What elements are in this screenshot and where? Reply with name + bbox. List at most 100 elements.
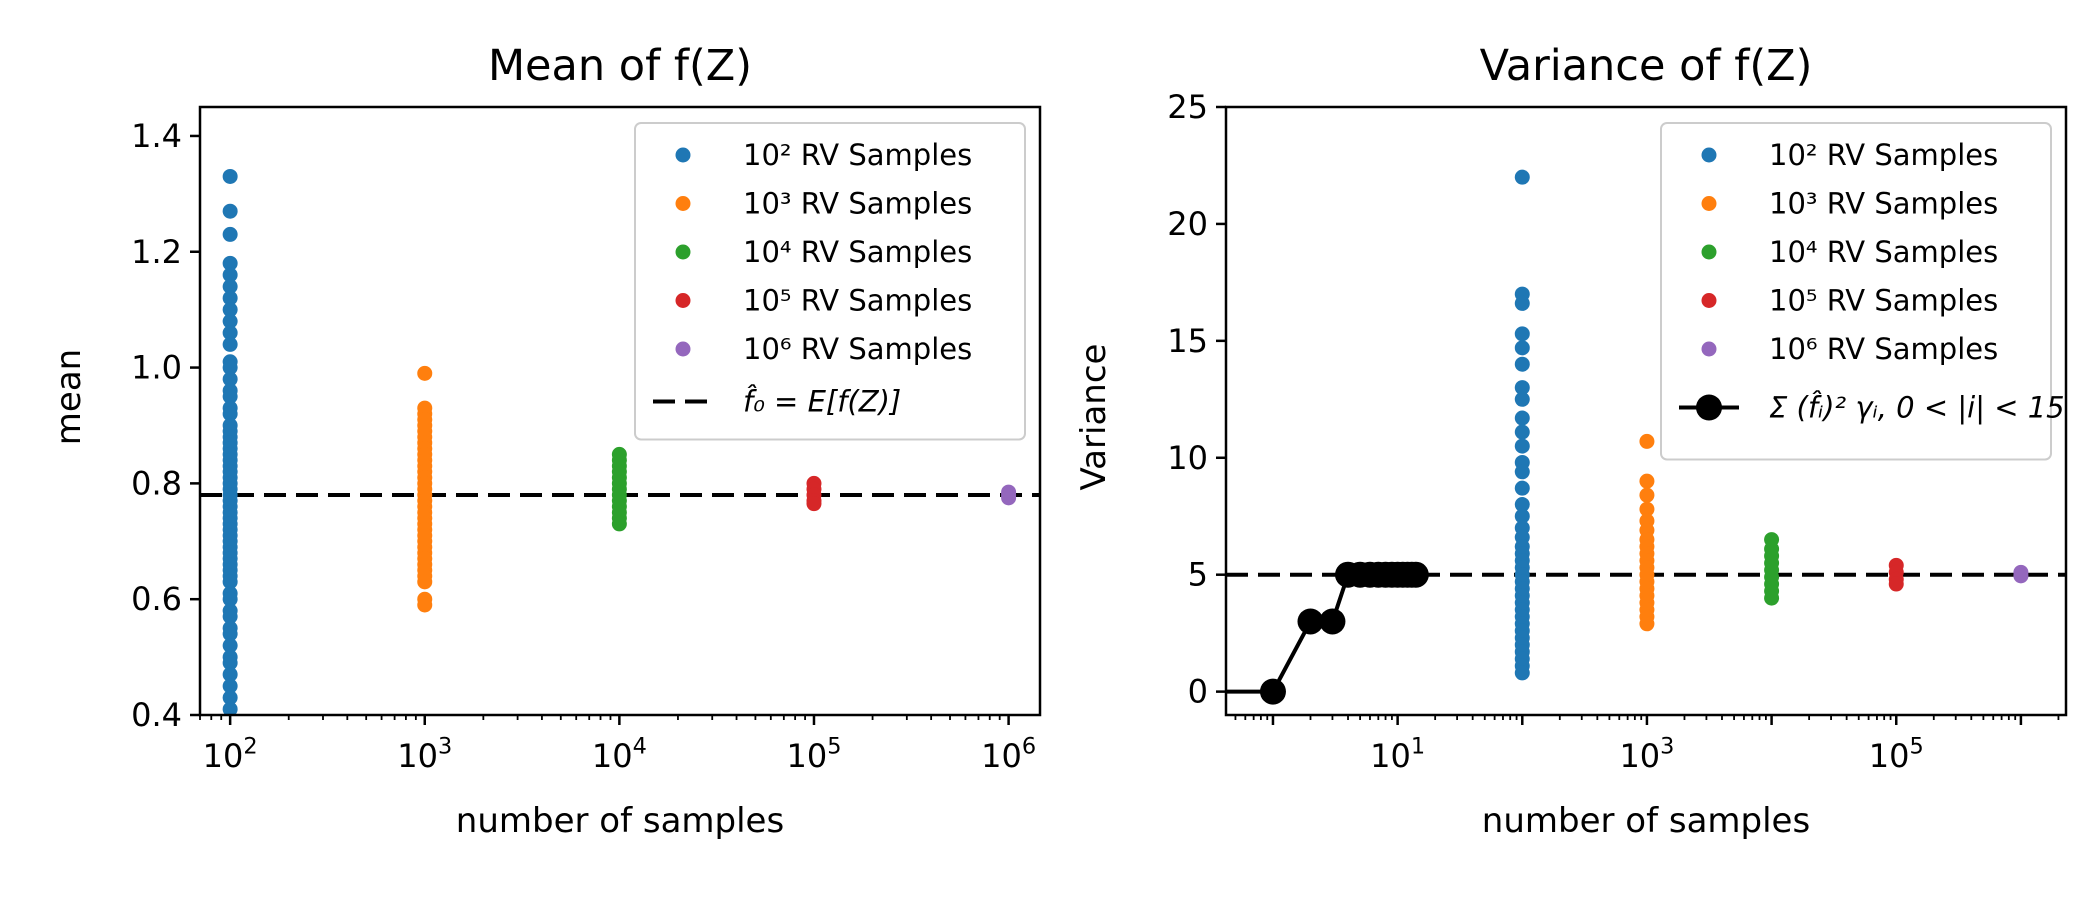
point-series-0 — [1514, 410, 1530, 426]
point-series-2 — [611, 516, 627, 532]
mean-plot-area: 0.4 0.6 0.8 1.0 1.2 1.4 102 103 104 105 106 10² RV … — [131, 105, 1042, 775]
point-series-0 — [1514, 391, 1530, 407]
y-tick-label: 0.8 — [131, 464, 182, 502]
y-tick-label: 15 — [1167, 322, 1208, 360]
x-tick-label: 105 — [786, 734, 841, 775]
point-series-0 — [222, 678, 238, 694]
point-series-1 — [417, 365, 433, 381]
x-tick-label: 106 — [981, 734, 1036, 775]
data-layer — [200, 168, 1040, 715]
y-tick-label: 5 — [1188, 556, 1208, 594]
legend-box — [1660, 122, 2052, 461]
y-tick-label: 25 — [1167, 88, 1208, 126]
mean-chart-title: Mean of f(Z) — [488, 41, 752, 91]
legend-entry-label: Σ (f̂ᵢ)² γᵢ, 0 < |i| < 15 — [1769, 391, 2065, 425]
y-tick-label: 0.6 — [131, 580, 182, 618]
legend-marker — [1696, 394, 1722, 421]
point-series-0 — [222, 574, 238, 590]
legend: 10² RV Samples 10³ RV Samples 10⁴ RV Sampl… — [1660, 122, 2065, 461]
point-series-3 — [806, 496, 822, 512]
variance-chart-title: Variance of f(Z) — [1480, 41, 1813, 91]
mean-y-axis-label: mean — [49, 349, 89, 445]
point-series-0 — [1514, 340, 1530, 356]
point-series-0 — [1514, 295, 1530, 311]
point-series-0 — [222, 406, 238, 422]
variance-x-axis-label: number of samples — [1482, 801, 1810, 841]
point-series-4 — [1001, 490, 1017, 506]
point-series-0 — [222, 666, 238, 682]
point-series-0 — [1514, 356, 1530, 372]
sum-line-marker — [1259, 678, 1286, 705]
point-series-1 — [1639, 433, 1655, 449]
x-tick-label: 103 — [397, 734, 452, 775]
y-tick-label: 1.4 — [131, 117, 182, 155]
legend-entry-label: 10³ RV Samples — [1769, 187, 1998, 221]
y-tick-label: 1.2 — [131, 233, 182, 271]
legend-marker — [675, 341, 691, 357]
point-series-0 — [222, 168, 238, 184]
point-series-0 — [222, 591, 238, 607]
legend-entry-label: 10⁵ RV Samples — [1769, 284, 1998, 318]
point-series-0 — [222, 371, 238, 387]
point-series-0 — [222, 701, 238, 715]
legend-entry-label: 10² RV Samples — [743, 138, 972, 172]
y-tick-label: 1.0 — [131, 349, 182, 387]
point-series-0 — [222, 313, 238, 329]
legend-entry-label: 10⁶ RV Samples — [743, 332, 972, 366]
x-tick-label: 102 — [203, 734, 258, 775]
legend-entry-label: 10⁶ RV Samples — [1769, 332, 1998, 366]
legend-marker — [675, 147, 691, 163]
legend-marker — [675, 196, 691, 211]
point-series-1 — [417, 574, 433, 590]
legend-marker — [1701, 293, 1717, 308]
legend-box — [634, 122, 1026, 441]
legend-entry-label: f̂₀ = E[f(Z)] — [743, 385, 901, 419]
point-series-0 — [222, 690, 238, 706]
point-series-0 — [1514, 508, 1530, 524]
point-series-0 — [222, 336, 238, 352]
y-tick-label: 0 — [1188, 673, 1208, 711]
point-series-1 — [1639, 473, 1655, 489]
point-series-0 — [222, 360, 238, 376]
point-series-0 — [1514, 497, 1530, 513]
x-tick-label: 104 — [592, 734, 647, 775]
sum-line-marker — [1319, 608, 1346, 635]
point-series-0 — [1514, 424, 1530, 440]
point-series-0 — [222, 226, 238, 242]
point-series-0 — [1514, 438, 1530, 454]
point-series-1 — [1639, 501, 1655, 517]
legend-marker — [675, 244, 691, 260]
point-series-0 — [222, 626, 238, 642]
legend-marker — [1701, 341, 1717, 357]
y-tick-label: 20 — [1167, 205, 1208, 243]
x-tick-label: 105 — [1869, 734, 1924, 775]
variance-panel: Variance of f(Z) number of samples Varia… — [1074, 41, 2068, 841]
point-series-0 — [222, 203, 238, 219]
point-series-1 — [417, 597, 433, 613]
legend: 10² RV Samples 10³ RV Samples 10⁴ RV Sampl… — [634, 122, 1026, 441]
point-series-1 — [1639, 616, 1655, 632]
point-series-4 — [2013, 568, 2029, 584]
variance-plot-area: 0 5 10 15 20 25 101 103 105 10² RV Samples 10³ RV … — [1167, 88, 2068, 775]
point-series-0 — [222, 302, 238, 318]
point-series-0 — [1514, 665, 1530, 681]
legend-entry-label: 10⁵ RV Samples — [743, 284, 972, 318]
x-tick-label: 101 — [1370, 734, 1425, 775]
legend-marker — [675, 293, 691, 308]
point-series-2 — [1764, 590, 1780, 606]
legend-entry-label: 10⁴ RV Samples — [743, 235, 972, 269]
legend-marker — [1701, 196, 1717, 211]
sum-line-marker — [1402, 561, 1429, 588]
point-series-0 — [222, 609, 238, 625]
point-series-0 — [1514, 380, 1530, 396]
point-series-0 — [222, 267, 238, 283]
legend-entry-label: 10³ RV Samples — [743, 187, 972, 221]
mean-x-axis-label: number of samples — [456, 801, 784, 841]
mean-panel: Mean of f(Z) number of samples mean 0.40… — [49, 41, 1042, 841]
point-series-1 — [1639, 487, 1655, 503]
legend-marker — [1701, 147, 1717, 163]
y-tick-label: 0.4 — [131, 696, 182, 734]
legend-entry-label: 10² RV Samples — [1769, 138, 1998, 172]
point-series-0 — [1514, 169, 1530, 185]
